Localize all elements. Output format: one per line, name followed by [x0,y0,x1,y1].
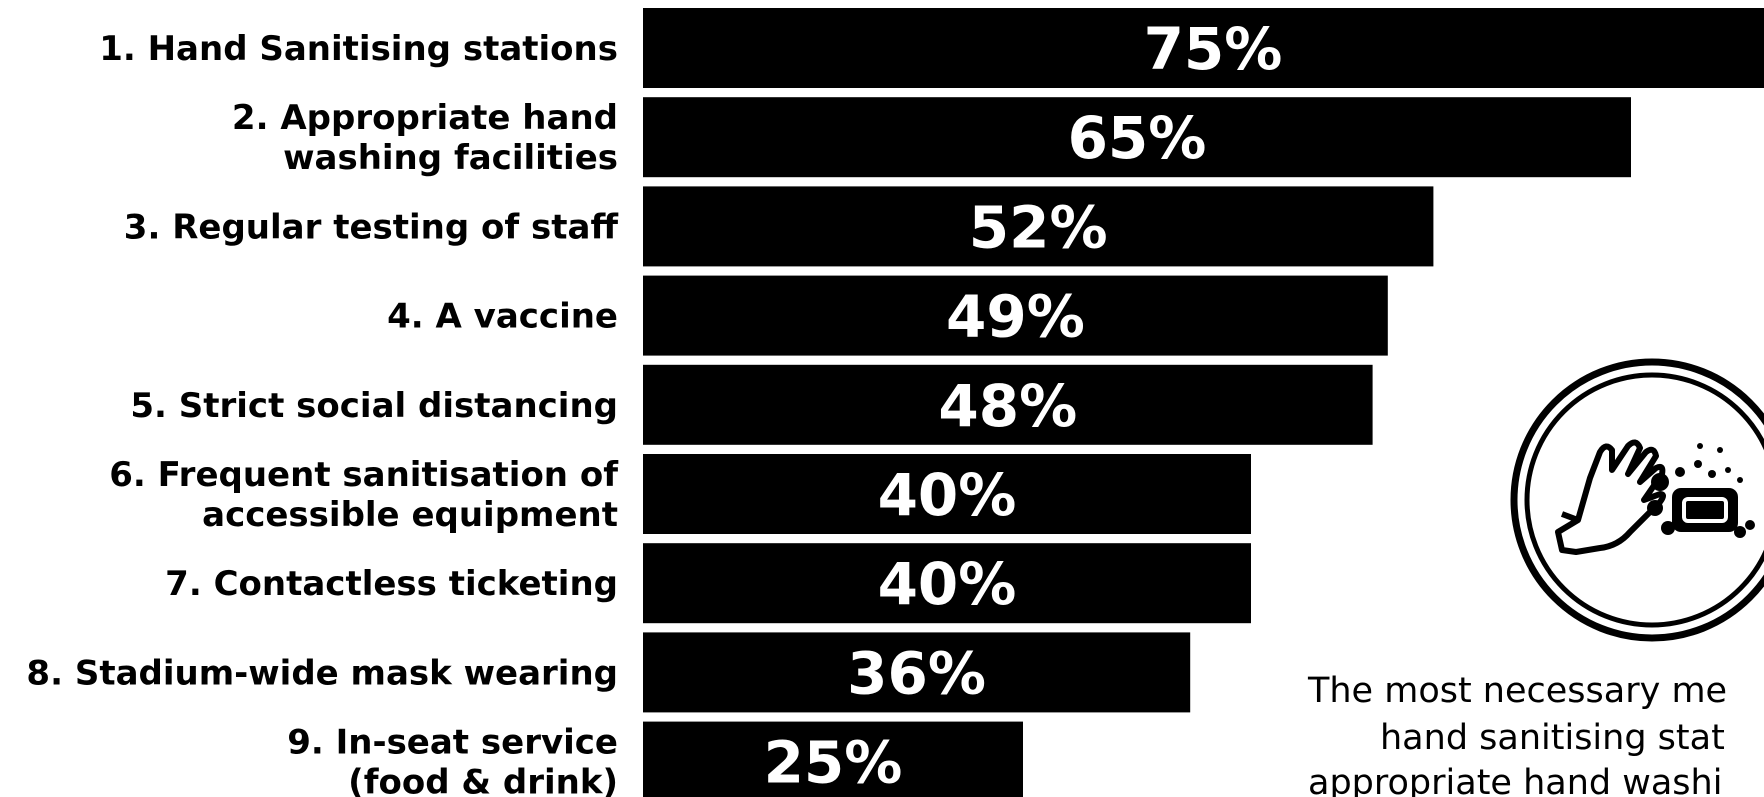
category-label-1: 1. Hand Sanitising stations [99,29,618,69]
annotation-line-2: hand sanitising stat [1380,718,1725,758]
hand-sanitiser-icon [1510,358,1764,642]
category-label-4: 4. A vaccine [387,297,618,337]
value-label-3: 52% [969,193,1108,261]
bar-9 [643,721,1023,797]
bar-3 [643,186,1434,267]
annotation-line-3: appropriate hand washi [1308,763,1722,797]
bar-8 [643,632,1191,713]
value-label-7: 40% [878,550,1017,618]
value-label-2: 65% [1068,104,1207,172]
bar-5 [643,364,1373,445]
category-label-2: 2. Appropriate hand washing facilities [232,98,618,178]
category-label-7: 7. Contactless ticketing [165,564,618,604]
bar-6 [643,454,1251,534]
bar-2 [643,97,1631,178]
category-label-6: 6. Frequent sanitisation of accessible eq… [109,455,619,535]
value-label-9: 25% [764,729,903,797]
annotation-line-1: The most necessary me [1307,671,1727,711]
bar-4 [643,275,1388,356]
category-label-3: 3. Regular testing of staff [124,207,619,247]
bars-layer: 75% 1. Hand Sanitising stations 65% 2. Appr… [26,8,1764,797]
category-label-5: 5. Strict social distancing [130,386,618,426]
value-label-6: 40% [878,461,1017,529]
category-label-9: 9. In-seat service (food & drink) [287,723,618,797]
category-label-8: 8. Stadium-wide mask wearing [26,653,618,693]
value-label-5: 48% [938,372,1077,440]
bar-1 [643,8,1764,88]
annotation-text: The most necessary me hand sanitising st… [1307,671,1727,797]
bar-7 [643,543,1251,624]
value-label-1: 75% [1144,15,1283,83]
value-label-4: 49% [946,283,1085,351]
value-label-8: 36% [847,639,986,707]
